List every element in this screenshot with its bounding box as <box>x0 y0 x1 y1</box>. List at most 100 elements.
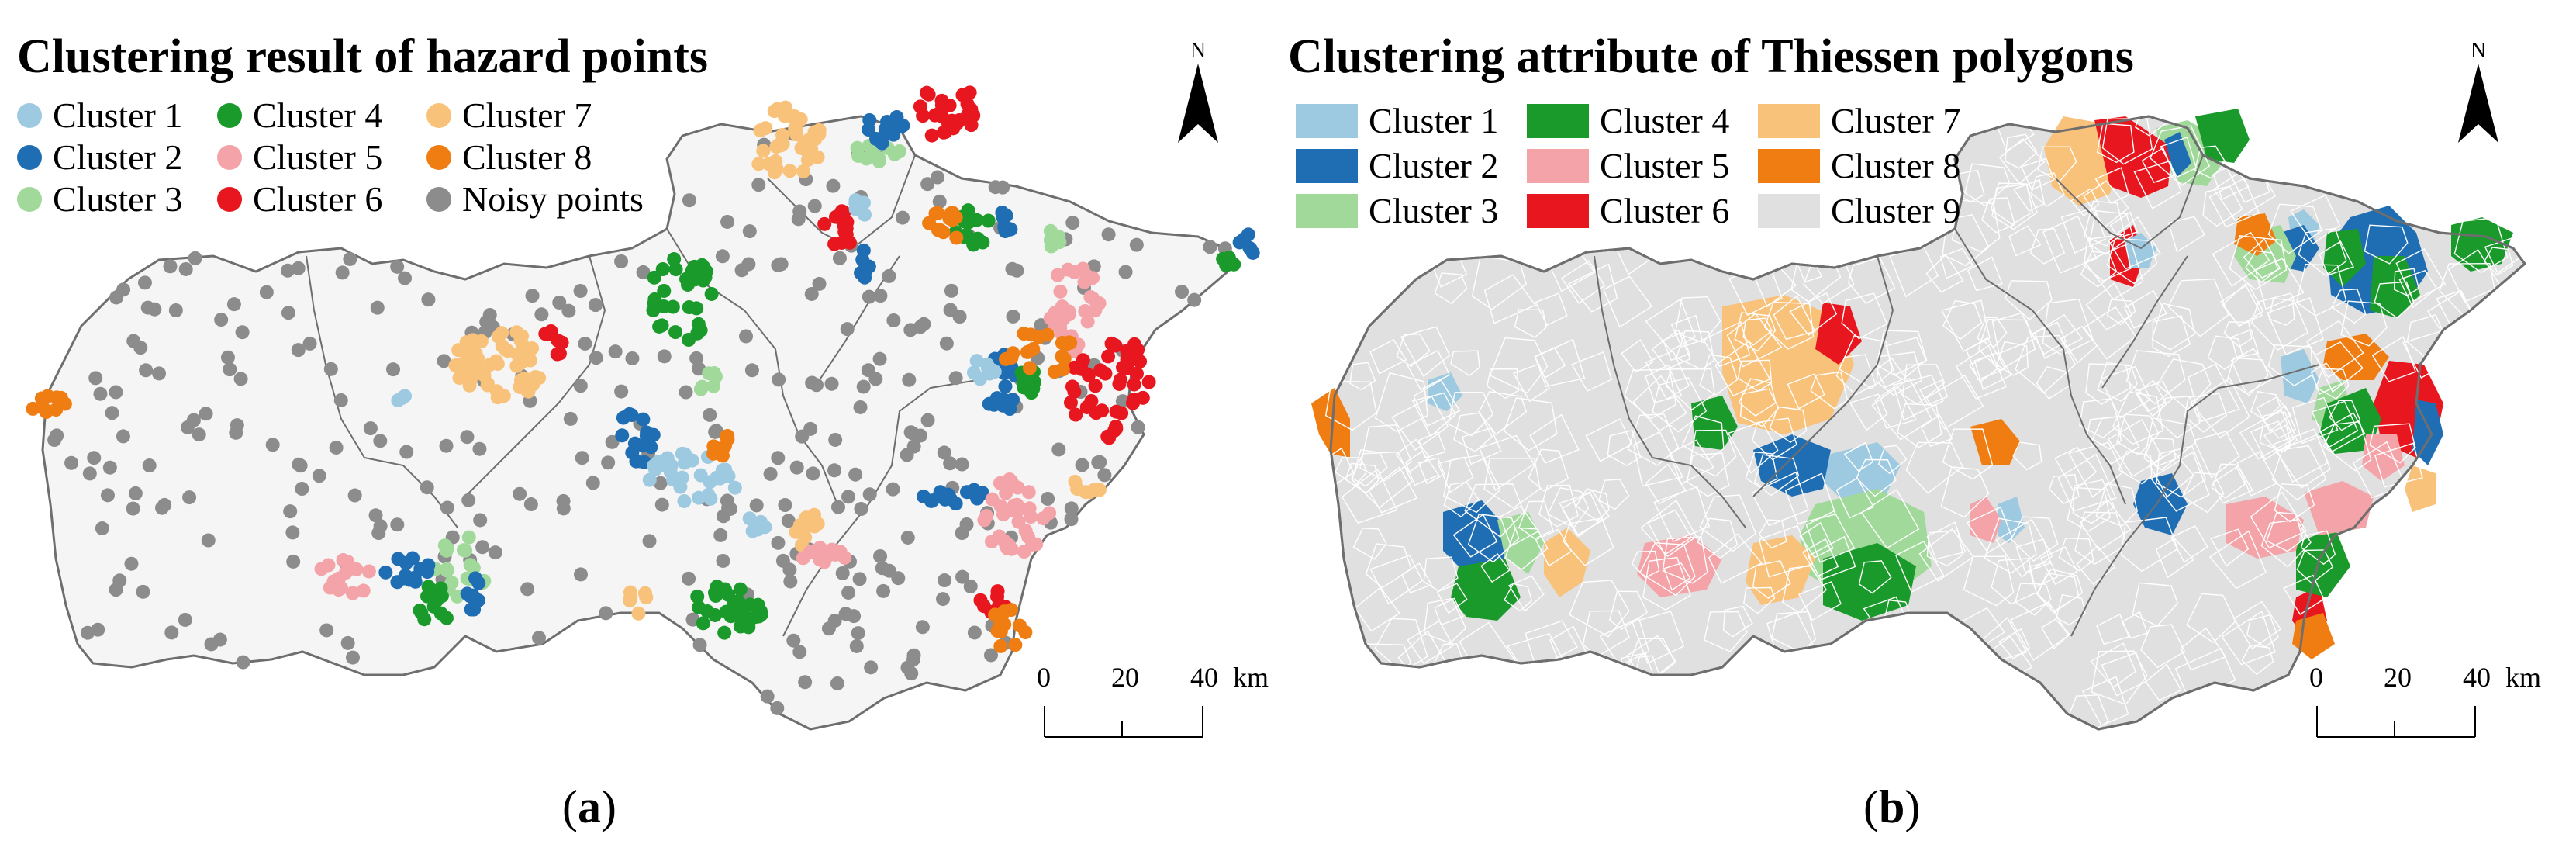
thiessen-cell <box>1413 379 1461 427</box>
cluster-1-polygon <box>1998 497 2025 543</box>
noisy-point <box>868 372 883 386</box>
thiessen-cell <box>2250 292 2308 351</box>
thiessen-cell <box>1801 538 1839 577</box>
cluster-2-point <box>636 412 651 427</box>
noisy-point <box>841 585 856 600</box>
noisy-point <box>281 306 295 320</box>
cluster-8-point <box>26 401 40 416</box>
thiessen-cell <box>1352 528 1387 560</box>
thiessen-cell <box>1547 487 1590 528</box>
thiessen-cell <box>1638 542 1696 597</box>
cluster-8-point <box>34 391 49 406</box>
noisy-point <box>955 569 970 584</box>
noisy-point <box>862 289 876 304</box>
cluster-6-point <box>1141 375 1156 389</box>
thiessen-cell <box>2039 546 2078 586</box>
cluster-5-point <box>1010 503 1025 518</box>
legend-item-cluster-3: Cluster 3 <box>1296 193 1498 229</box>
noisy-point <box>920 413 935 427</box>
noisy-point <box>439 438 454 453</box>
thiessen-cell <box>1968 355 1998 383</box>
thiessen-cell <box>1395 438 1431 473</box>
thiessen-cell <box>1471 255 1527 310</box>
thiessen-cell <box>2208 530 2267 590</box>
thiessen-cell <box>2156 445 2207 498</box>
thiessen-cell <box>1632 431 1683 487</box>
cluster-1-point <box>966 365 981 380</box>
thiessen-cell <box>1796 253 1823 283</box>
cluster-5-point <box>979 509 994 524</box>
thiessen-cell <box>2274 483 2315 523</box>
thiessen-cell <box>2260 519 2312 568</box>
noisy-point <box>938 573 952 588</box>
thiessen-cell <box>1598 479 1630 510</box>
thiessen-cell <box>2012 179 2046 213</box>
thiessen-cell <box>2208 177 2260 228</box>
legend-label: Cluster 9 <box>1831 191 1961 230</box>
cluster-7-polygon <box>1544 528 1590 597</box>
cluster-1-dot-icon <box>17 103 42 128</box>
district-boundary <box>464 255 606 497</box>
thiessen-cell <box>1728 262 1783 317</box>
thiessen-cell <box>2406 314 2450 358</box>
cluster-8-polygon <box>1311 388 1350 458</box>
thiessen-cell <box>2091 650 2148 705</box>
noisy-point <box>917 317 931 331</box>
cluster-1-point <box>982 366 997 381</box>
cluster-7-point <box>465 333 480 348</box>
noisy-point <box>259 285 274 299</box>
noisy-point <box>824 376 839 391</box>
cluster-2-point <box>402 573 417 587</box>
noisy-point <box>102 460 117 475</box>
thiessen-cell <box>2331 289 2367 324</box>
thiessen-cell <box>2083 180 2129 228</box>
noisy-point <box>552 296 567 310</box>
thiessen-cell <box>2230 329 2260 359</box>
thiessen-cell <box>2250 390 2281 421</box>
scale-tick-40: 40 <box>2463 662 2491 693</box>
thiessen-cell <box>1798 581 1842 621</box>
noisy-point <box>943 456 958 471</box>
thiessen-cell <box>2374 281 2415 319</box>
noisy-point <box>335 265 350 280</box>
cluster-5-point <box>345 586 360 600</box>
thiessen-cell <box>1423 597 1467 644</box>
noisy-point <box>214 313 229 327</box>
cluster-6-point <box>1076 353 1090 368</box>
noisy-point <box>851 626 865 641</box>
cluster-5-point <box>1053 284 1068 299</box>
noisy-point <box>760 689 775 704</box>
thiessen-cell <box>2322 420 2372 472</box>
cluster-7-point <box>623 590 638 604</box>
thiessen-cell <box>2283 574 2325 615</box>
cluster-5-point <box>1029 537 1044 552</box>
thiessen-cell <box>2005 280 2053 320</box>
noisy-point <box>812 276 827 291</box>
noisy-point <box>137 275 152 290</box>
noisy-point <box>163 259 178 274</box>
legend-label: Cluster 4 <box>1600 101 1730 140</box>
thiessen-cell <box>2120 517 2179 573</box>
noisy-point <box>340 635 355 650</box>
noisy-point <box>900 448 914 462</box>
cluster-4-point <box>741 620 756 635</box>
thiessen-cell <box>2049 473 2080 504</box>
thiessen-cell <box>1967 256 2003 292</box>
thiessen-cell <box>1964 163 2011 207</box>
thiessen-cell <box>1535 528 1573 567</box>
cluster-5-point <box>803 545 817 559</box>
noisy-point <box>363 421 378 436</box>
thiessen-cell <box>1417 431 1446 459</box>
noisy-point <box>168 303 183 318</box>
cluster-1-point <box>642 472 657 487</box>
noisy-point <box>838 607 853 621</box>
thiessen-cell <box>2145 438 2177 467</box>
thiessen-cell <box>1871 377 1933 441</box>
thiessen-cell <box>1918 528 1974 582</box>
noisy-point <box>792 645 807 659</box>
cluster-3-point <box>872 154 886 168</box>
cluster-4-point <box>647 296 661 310</box>
cluster-8-point <box>999 351 1013 366</box>
thiessen-cell <box>2267 203 2323 254</box>
cluster-4-point <box>731 593 746 608</box>
